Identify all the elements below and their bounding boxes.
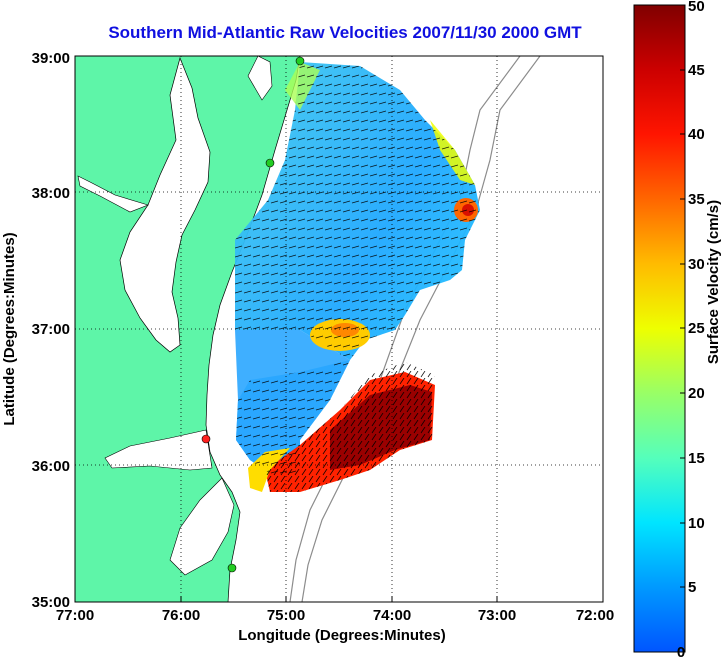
colorbar-label: Surface Velocity (cm/s) <box>705 200 722 364</box>
radar-station-marker <box>295 56 305 66</box>
colorbar-tick-label: 50 <box>688 0 705 15</box>
colorbar <box>633 4 686 653</box>
x-tick-label: 74:00 <box>373 607 411 624</box>
colorbar-tick-label: 0 <box>677 644 685 659</box>
colorbar-tick-label: 20 <box>688 385 705 402</box>
colorbar-tick-label: 35 <box>688 191 705 208</box>
delaware-bay <box>247 56 273 101</box>
map-layers <box>75 56 603 602</box>
x-tick-label: 76:00 <box>162 607 200 624</box>
map-title: Southern Mid-Atlantic Raw Velocities 200… <box>108 23 582 42</box>
radar-station-marker <box>201 434 211 444</box>
y-tick-label: 36:00 <box>32 458 70 475</box>
radar-station-marker <box>265 158 275 168</box>
x-tick-label: 77:00 <box>56 607 94 624</box>
colorbar-tick-marks <box>680 4 685 588</box>
grid-lines <box>75 56 603 602</box>
radar-station-marker <box>227 563 237 573</box>
y-tick-label: 39:00 <box>32 50 70 67</box>
colorbar-tick-label: 40 <box>688 126 705 143</box>
y-axis-label: Latitude (Degrees:Minutes) <box>1 232 18 425</box>
bathymetry-contour <box>289 56 521 602</box>
velocity-arrows <box>235 62 480 480</box>
colorbar-tick-label: 5 <box>688 579 696 596</box>
x-axis-label: Longitude (Degrees:Minutes) <box>238 627 446 644</box>
y-tick-label: 37:00 <box>32 321 70 338</box>
x-tick-marks <box>74 596 604 602</box>
colorbar-tick-label: 10 <box>688 515 705 532</box>
colorbar-tick-label: 25 <box>688 320 705 337</box>
plot-frame <box>74 55 604 603</box>
colorbar-tick-label: 30 <box>688 256 705 273</box>
x-tick-label: 75:00 <box>267 607 305 624</box>
potomac-river <box>77 175 149 213</box>
x-tick-label: 73:00 <box>478 607 516 624</box>
y-tick-label: 38:00 <box>32 185 70 202</box>
colorbar-tick-label: 15 <box>688 450 705 467</box>
x-tick-label: 72:00 <box>576 607 614 624</box>
velocity-arrows <box>265 362 435 492</box>
pamlico-sound <box>169 477 235 576</box>
y-tick-label: 35:00 <box>32 594 70 611</box>
bathymetry-contour <box>301 56 541 602</box>
albemarle-sound <box>104 429 213 471</box>
chesapeake-bay <box>119 56 211 353</box>
colorbar-tick-label: 45 <box>688 62 705 79</box>
